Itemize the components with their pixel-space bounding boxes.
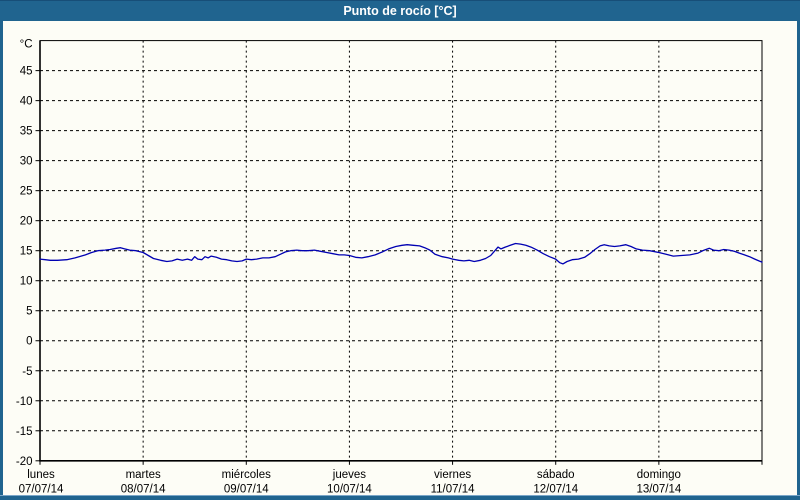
day-date-label: 08/07/14 xyxy=(121,484,166,496)
day-date-label: 12/07/14 xyxy=(533,484,578,496)
day-name-label: viernes xyxy=(434,469,471,481)
day-name-label: miércoles xyxy=(222,469,271,481)
y-tick-label: 0 xyxy=(26,336,32,348)
y-tick-label: 5 xyxy=(26,306,32,318)
day-date-label: 13/07/14 xyxy=(636,484,681,496)
y-tick-label: -10 xyxy=(16,396,33,408)
day-name-label: martes xyxy=(126,469,161,481)
y-tick-label: 10 xyxy=(20,276,33,288)
frame-bottom-border xyxy=(0,495,800,500)
day-date-label: 11/07/14 xyxy=(431,484,476,496)
day-name-label: jueves xyxy=(332,469,366,481)
day-name-label: domingo xyxy=(637,469,681,481)
y-tick-label: 20 xyxy=(20,216,33,228)
frame-right-border xyxy=(797,21,800,500)
day-date-label: 07/07/14 xyxy=(19,484,64,496)
day-date-label: 10/07/14 xyxy=(327,484,372,496)
y-tick-label: -15 xyxy=(16,426,33,438)
y-tick-label: 30 xyxy=(20,156,33,168)
day-name-label: sábado xyxy=(537,469,575,481)
y-tick-label: 45 xyxy=(20,66,33,78)
y-axis-unit-label: °C xyxy=(20,39,33,51)
day-date-label: 09/07/14 xyxy=(224,484,269,496)
window-titlebar: Punto de rocío [°C] xyxy=(0,0,800,21)
y-tick-label: -20 xyxy=(16,456,33,468)
y-tick-label: 25 xyxy=(20,186,33,198)
day-name-label: lunes xyxy=(27,469,55,481)
y-tick-label: 35 xyxy=(20,126,33,138)
y-tick-label: -5 xyxy=(22,366,32,378)
frame-left-border xyxy=(0,21,3,500)
dewpoint-series-line xyxy=(39,242,763,265)
y-tick-label: 40 xyxy=(20,96,33,108)
chart-title: Punto de rocío [°C] xyxy=(343,4,457,18)
y-tick-label: 15 xyxy=(20,246,33,258)
